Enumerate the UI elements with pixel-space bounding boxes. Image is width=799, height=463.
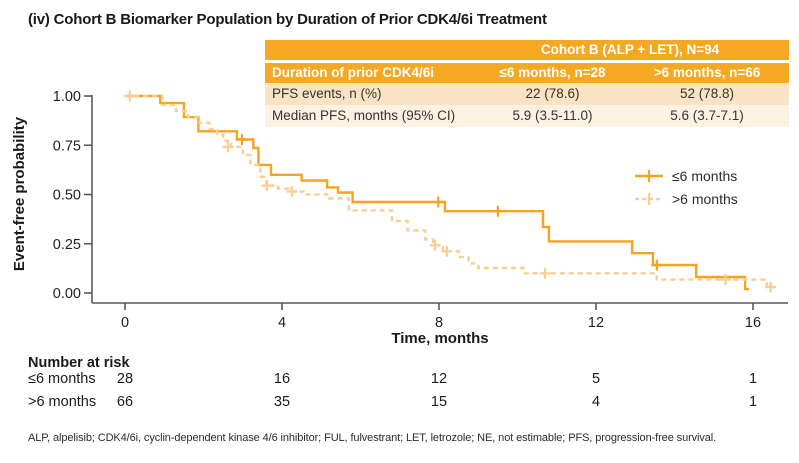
median-pfs-gt6-value: 5.6 (3.7-7.1) (670, 108, 744, 123)
y-tick-label: 0.50 (53, 188, 81, 204)
y-axis-title: Event-free probability (11, 116, 28, 272)
km-curve-gt6-months (125, 94, 775, 289)
x-tick-label: 12 (588, 315, 604, 331)
x-axis-title: Time, months (391, 330, 489, 347)
y-tick-label: 0.25 (53, 237, 81, 253)
y-tick-label: 0.75 (53, 138, 81, 154)
header-cell-duration: Duration of prior CDK4/6i (272, 65, 435, 80)
pfs-events-le6-value: 22 (78.6) (525, 86, 580, 101)
risk-count: 5 (591, 371, 601, 387)
summary-table-row-median-pfs: Median PFS, months (95% CI) 5.9 (3.5-11.… (265, 105, 789, 127)
km-curve-le6-months (125, 94, 750, 291)
legend-item-le6: ≤6 months (634, 166, 738, 186)
pfs-events-gt6-value: 52 (78.8) (679, 86, 735, 101)
summary-table-header-row: Duration of prior CDK4/6i ≤6 months, n=2… (265, 63, 789, 83)
x-tick-label: 16 (745, 315, 761, 331)
legend-label-le6: ≤6 months (672, 168, 738, 184)
number-at-risk-title: Number at risk (28, 355, 130, 371)
footnote: ALP, alpelisib; CDK4/6i, cyclin-dependen… (28, 432, 717, 444)
banner-text: Cohort B (ALP + LET), N=94 (540, 42, 720, 57)
risk-count: 35 (273, 394, 291, 410)
legend-label-gt6: >6 months (672, 191, 738, 207)
risk-count: 16 (273, 371, 291, 387)
risk-count: 28 (116, 371, 134, 387)
x-tick-label: 4 (278, 315, 286, 331)
legend-swatch-solid-line-icon (635, 170, 663, 182)
header-cell-gt6: >6 months, n=66 (653, 65, 761, 80)
summary-table: Cohort B (ALP + LET), N=94 Duration of p… (265, 40, 789, 127)
risk-count: 15 (430, 394, 448, 410)
plot-legend: ≤6 months >6 months (634, 166, 738, 209)
summary-table-row-pfs-events: PFS events, n (%) 22 (78.6) 52 (78.8) (265, 83, 789, 105)
row-label-pfs-events: PFS events, n (%) (272, 86, 382, 101)
risk-count: 4 (591, 394, 601, 410)
median-pfs-le6-value: 5.9 (3.5-11.0) (512, 108, 593, 123)
risk-row-label: >6 months (28, 394, 97, 410)
risk-count: 1 (748, 371, 758, 387)
y-tick-label: 1.00 (53, 89, 81, 105)
summary-table-banner: Cohort B (ALP + LET), N=94 (265, 40, 789, 60)
risk-count: 66 (116, 394, 134, 410)
legend-swatch-dashed-line-icon (635, 193, 663, 205)
x-tick-label: 0 (121, 315, 129, 331)
figure-title: (iv) Cohort B Biomarker Population by Du… (28, 11, 547, 28)
legend-item-gt6: >6 months (634, 189, 738, 209)
risk-count: 12 (430, 371, 448, 387)
risk-count: 1 (748, 394, 758, 410)
y-tick-label: 0.00 (53, 286, 81, 302)
header-cell-le6: ≤6 months, n=28 (499, 65, 606, 80)
row-label-median-pfs: Median PFS, months (95% CI) (272, 108, 456, 123)
risk-row-label: ≤6 months (28, 371, 96, 387)
x-tick-label: 8 (435, 315, 443, 331)
